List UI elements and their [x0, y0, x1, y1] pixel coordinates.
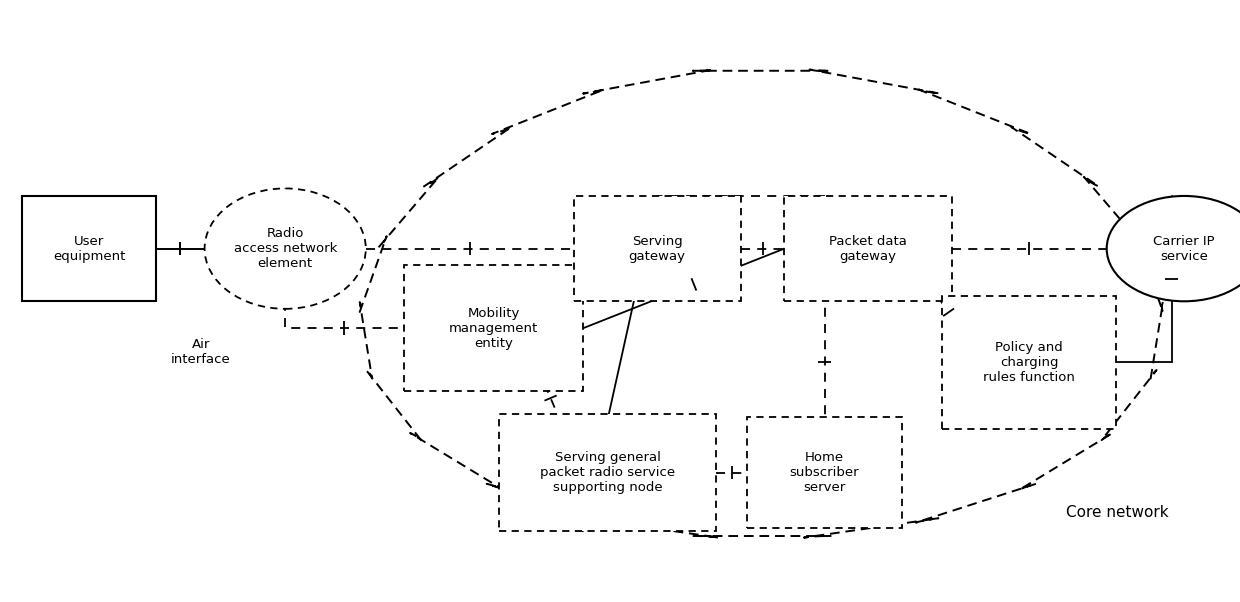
- Text: Radio
access network
element: Radio access network element: [233, 227, 337, 270]
- FancyBboxPatch shape: [746, 417, 903, 529]
- FancyBboxPatch shape: [784, 196, 952, 302]
- Text: Core network: Core network: [1066, 506, 1169, 520]
- Ellipse shape: [1107, 196, 1240, 302]
- Text: Policy and
charging
rules function: Policy and charging rules function: [983, 341, 1075, 384]
- FancyBboxPatch shape: [22, 196, 156, 302]
- Ellipse shape: [205, 188, 366, 309]
- FancyBboxPatch shape: [942, 296, 1116, 429]
- Text: Home
subscriber
server: Home subscriber server: [790, 451, 859, 494]
- Text: Carrier IP
service: Carrier IP service: [1153, 235, 1215, 262]
- Text: Mobility
management
entity: Mobility management entity: [449, 306, 538, 350]
- Text: User
equipment: User equipment: [53, 235, 125, 262]
- FancyBboxPatch shape: [573, 196, 742, 302]
- Text: Packet data
gateway: Packet data gateway: [830, 235, 906, 262]
- FancyBboxPatch shape: [498, 414, 715, 531]
- Text: Serving
gateway: Serving gateway: [629, 235, 686, 262]
- Text: Serving general
packet radio service
supporting node: Serving general packet radio service sup…: [541, 451, 675, 494]
- FancyBboxPatch shape: [404, 265, 584, 391]
- Text: Air
interface: Air interface: [171, 338, 231, 366]
